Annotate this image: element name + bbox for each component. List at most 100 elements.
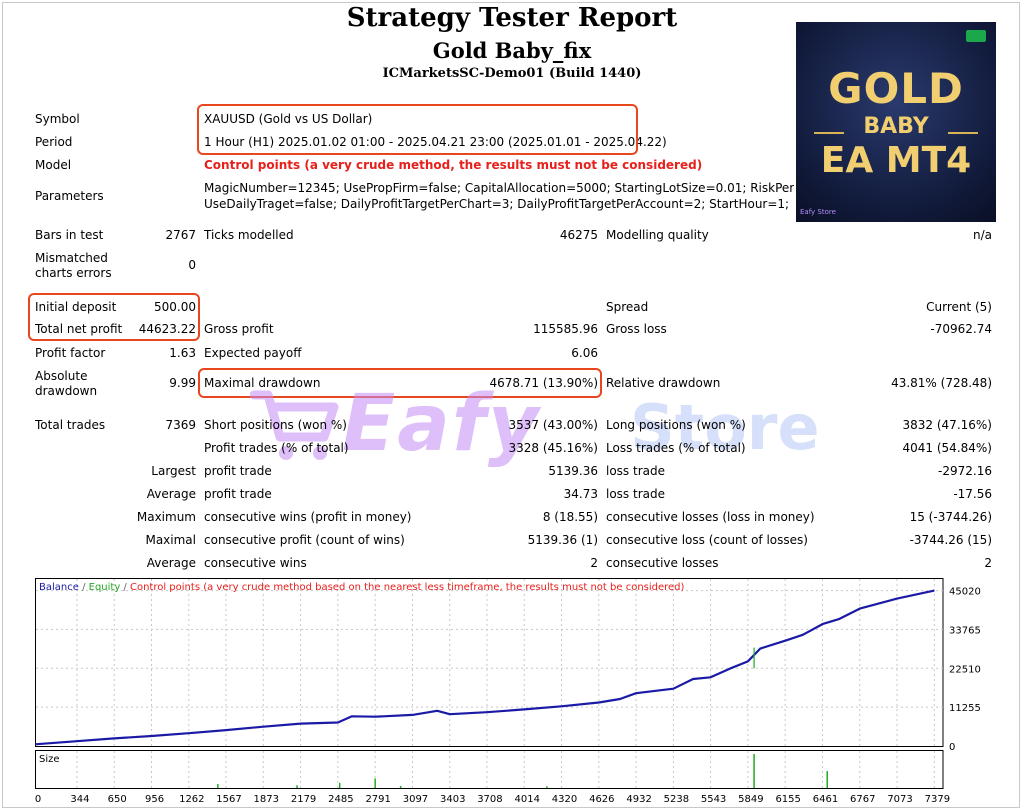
highlight-symbol-period [197, 104, 638, 155]
total-trades-value: 7369 [165, 418, 196, 432]
rel-drawdown-value: 43.81% (728.48) [891, 376, 992, 390]
plot-area [35, 578, 944, 747]
gross-profit-label: Gross profit [204, 322, 274, 336]
product-line-1: GOLD [828, 64, 964, 113]
x-tick-label: 2791 [365, 794, 390, 805]
report-subtitle: Gold Baby_fix [432, 38, 592, 63]
largest-profit-value: 5139.36 [548, 464, 598, 478]
avg-consecutive-losses-value: 2 [984, 556, 992, 570]
size-label: Size [39, 754, 60, 765]
profit-trades-value: 3328 (45.16%) [508, 441, 598, 455]
maximal-consecutive-loss-value: -3744.26 (15) [909, 533, 992, 547]
balance-chart-svg: 0 344 650 956 1262 1567 1873 2179 2485 2791 3097 34… [35, 578, 981, 805]
x-tick-label: 7073 [887, 794, 912, 805]
store-watermark-small: Eafy Store [800, 208, 836, 216]
avg-consecutive-wins-value: 2 [590, 556, 598, 570]
avg-consecutive-losses-label: consecutive losses [606, 556, 719, 570]
average-loss-value: -17.56 [953, 487, 992, 501]
max-consecutive-losses-value: 15 (-3744.26) [909, 510, 992, 524]
x-tick-label: 1262 [179, 794, 204, 805]
mismatch-label-2: charts errors [35, 266, 112, 280]
loss-trades-label: Loss trades (% of total) [606, 441, 746, 455]
legend-balance: Balance [39, 582, 79, 593]
ticks-value: 46275 [559, 228, 598, 242]
x-tick-label: 3708 [477, 794, 502, 805]
gross-loss-label: Gross loss [606, 322, 667, 336]
x-tick-label: 3097 [403, 794, 428, 805]
deposit-label: Initial deposit [35, 300, 117, 314]
largest-loss-label: loss trade [606, 464, 665, 478]
x-tick-label: 0 [35, 794, 41, 805]
highlight-deposit-profit [28, 293, 200, 341]
period-label: Period [35, 135, 73, 149]
long-positions-value: 3832 (47.16%) [902, 418, 992, 432]
x-tick-label: 5849 [738, 794, 763, 805]
largest-profit-label: profit trade [204, 464, 272, 478]
legend-sep-2: / [120, 582, 130, 593]
short-positions-value: 3537 (43.00%) [508, 418, 598, 432]
maximum-label: Maximum [136, 510, 196, 524]
max-consecutive-wins-value: 8 (18.55) [542, 510, 598, 524]
x-tick-label: 650 [108, 794, 127, 805]
legend-equity: Equity [88, 582, 121, 593]
gross-loss-value: -70962.74 [930, 322, 992, 336]
maximal-consecutive-loss-label: consecutive loss (count of losses) [606, 533, 808, 547]
chart-legend: Balance / Equity / Control points (a ver… [39, 582, 684, 593]
x-tick-label: 4626 [589, 794, 614, 805]
abs-drawdown-value: 9.99 [169, 376, 196, 390]
max-consecutive-losses-label: consecutive losses (loss in money) [606, 510, 815, 524]
product-line-2: BABY [863, 114, 929, 139]
period-value: 1 Hour (H1) 2025.01.02 01:00 - 2025.04.2… [204, 135, 667, 149]
x-tick-label: 1873 [254, 794, 279, 805]
y-tick-label: 0 [949, 742, 955, 753]
product-line-3: EA MT4 [820, 140, 972, 181]
model-label: Model [35, 158, 72, 172]
x-tick-label: 5238 [664, 794, 689, 805]
gross-profit-value: 115585.96 [533, 322, 598, 336]
report-title: Strategy Tester Report [346, 3, 678, 33]
abs-drawdown-label-2: drawdown [35, 384, 98, 398]
profit-factor-value: 1.63 [169, 346, 196, 360]
net-profit-label: Total net profit [35, 322, 123, 336]
highlight-max-drawdown [198, 368, 602, 398]
symbol-value: XAUUSD (Gold vs US Dollar) [204, 112, 373, 126]
expected-payoff-value: 6.06 [571, 346, 598, 360]
legend-control: Control points (a very crude method base… [129, 582, 685, 593]
mismatch-label-1: Mismatched [35, 251, 108, 265]
avg-consecutive-wins-label: consecutive wins [204, 556, 307, 570]
total-trades-label: Total trades [35, 418, 106, 432]
long-positions-label: Long positions (won %) [606, 418, 746, 432]
x-tick-label: 5543 [701, 794, 726, 805]
x-tick-label: 4320 [552, 794, 577, 805]
bars-value: 2767 [165, 228, 196, 242]
average-loss-label: loss trade [606, 487, 665, 501]
max-consecutive-wins-label: consecutive wins (profit in money) [204, 510, 412, 524]
x-tick-label: 6767 [850, 794, 875, 805]
x-tick-label: 1567 [216, 794, 241, 805]
divider-right [948, 132, 978, 134]
max-drawdown-value: 4678.71 (13.90%) [489, 376, 598, 390]
abs-drawdown-label-1: Absolute [35, 369, 88, 383]
max-drawdown-label: Maximal drawdown [204, 376, 321, 390]
bars-label: Bars in test [35, 228, 104, 242]
average-profit-label: profit trade [204, 487, 272, 501]
x-tick-label: 4014 [514, 794, 539, 805]
loss-trades-value: 4041 (54.84%) [902, 441, 992, 455]
x-tick-label: 6461 [813, 794, 838, 805]
x-tick-label: 344 [70, 794, 89, 805]
model-value: Control points (a very crude method, the… [204, 158, 703, 172]
spread-value: Current (5) [926, 300, 992, 314]
expected-payoff-label: Expected payoff [204, 346, 302, 360]
x-tick-label: 7379 [925, 794, 950, 805]
maximal-consecutive-profit-label: consecutive profit (count of wins) [204, 533, 405, 547]
average-profit-value: 34.73 [563, 487, 598, 501]
battery-icon [966, 30, 986, 42]
size-area [35, 750, 944, 789]
x-tick-label: 4932 [626, 794, 651, 805]
profit-factor-label: Profit factor [35, 346, 106, 360]
average-label: Average [146, 487, 196, 501]
ticks-label: Ticks modelled [204, 228, 294, 242]
x-tick-label: 2179 [291, 794, 316, 805]
balance-chart: 0 344 650 956 1262 1567 1873 2179 2485 2791 3097 34… [35, 578, 990, 806]
symbol-label: Symbol [35, 112, 80, 126]
